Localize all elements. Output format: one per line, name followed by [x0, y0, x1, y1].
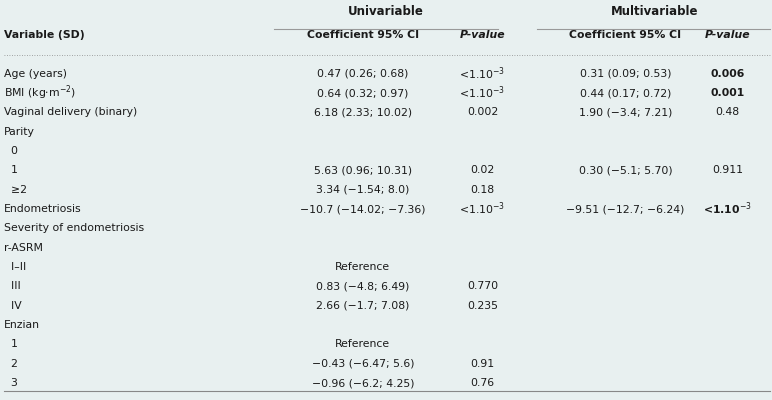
- Text: Coefficient 95% CI: Coefficient 95% CI: [569, 30, 682, 40]
- Text: Multivariable: Multivariable: [611, 5, 699, 18]
- Text: 0.02: 0.02: [470, 165, 495, 175]
- Text: 1: 1: [4, 165, 18, 175]
- Text: <1.10$^{-3}$: <1.10$^{-3}$: [459, 201, 506, 217]
- Text: 0: 0: [4, 146, 18, 156]
- Text: 3: 3: [4, 378, 18, 388]
- Text: −10.7 (−14.02; −7.36): −10.7 (−14.02; −7.36): [300, 204, 425, 214]
- Text: I–II: I–II: [4, 262, 26, 272]
- Text: 0.44 (0.17; 0.72): 0.44 (0.17; 0.72): [580, 88, 671, 98]
- Text: Severity of endometriosis: Severity of endometriosis: [4, 223, 144, 234]
- Text: 1.90 (−3.4; 7.21): 1.90 (−3.4; 7.21): [579, 107, 672, 117]
- Text: III: III: [4, 282, 21, 292]
- Text: −0.43 (−6.47; 5.6): −0.43 (−6.47; 5.6): [312, 359, 414, 369]
- Text: Reference: Reference: [335, 340, 391, 350]
- Text: Reference: Reference: [335, 262, 391, 272]
- Text: Endometriosis: Endometriosis: [4, 204, 82, 214]
- Text: <1.10$^{-3}$: <1.10$^{-3}$: [459, 65, 506, 82]
- Text: 0.770: 0.770: [467, 282, 498, 292]
- Text: 0.18: 0.18: [470, 185, 495, 195]
- Text: 6.18 (2.33; 10.02): 6.18 (2.33; 10.02): [313, 107, 412, 117]
- Text: 0.911: 0.911: [712, 165, 743, 175]
- Text: 0.30 (−5.1; 5.70): 0.30 (−5.1; 5.70): [578, 165, 672, 175]
- Text: 0.001: 0.001: [710, 88, 745, 98]
- Text: −0.96 (−6.2; 4.25): −0.96 (−6.2; 4.25): [312, 378, 414, 388]
- Text: 0.31 (0.09; 0.53): 0.31 (0.09; 0.53): [580, 69, 671, 79]
- Text: 0.235: 0.235: [467, 301, 498, 311]
- Text: 0.002: 0.002: [467, 107, 498, 117]
- Text: P-value: P-value: [705, 30, 750, 40]
- Text: 1: 1: [4, 340, 18, 350]
- Text: 0.47 (0.26; 0.68): 0.47 (0.26; 0.68): [317, 69, 408, 79]
- Text: 0.48: 0.48: [716, 107, 740, 117]
- Text: 0.76: 0.76: [470, 378, 495, 388]
- Text: 3.34 (−1.54; 8.0): 3.34 (−1.54; 8.0): [317, 185, 409, 195]
- Text: IV: IV: [4, 301, 22, 311]
- Text: <1.10$^{-3}$: <1.10$^{-3}$: [459, 85, 506, 101]
- Text: Variable (SD): Variable (SD): [4, 30, 84, 40]
- Text: Coefficient 95% CI: Coefficient 95% CI: [306, 30, 419, 40]
- Text: <1.10$^{-3}$: <1.10$^{-3}$: [703, 201, 752, 217]
- Text: 5.63 (0.96; 10.31): 5.63 (0.96; 10.31): [313, 165, 412, 175]
- Text: Enzian: Enzian: [4, 320, 40, 330]
- Text: 0.006: 0.006: [710, 69, 745, 79]
- Text: 2: 2: [4, 359, 18, 369]
- Text: Age (years): Age (years): [4, 69, 67, 79]
- Text: 2.66 (−1.7; 7.08): 2.66 (−1.7; 7.08): [317, 301, 409, 311]
- Text: BMI (kg$\cdot$m$^{-2}$): BMI (kg$\cdot$m$^{-2}$): [4, 84, 76, 102]
- Text: ≥2: ≥2: [4, 185, 27, 195]
- Text: r-ASRM: r-ASRM: [4, 243, 43, 253]
- Text: 0.91: 0.91: [470, 359, 495, 369]
- Text: 0.64 (0.32; 0.97): 0.64 (0.32; 0.97): [317, 88, 408, 98]
- Text: Vaginal delivery (binary): Vaginal delivery (binary): [4, 107, 137, 117]
- Text: 0.83 (−4.8; 6.49): 0.83 (−4.8; 6.49): [317, 282, 409, 292]
- Text: P-value: P-value: [459, 30, 506, 40]
- Text: Univariable: Univariable: [348, 5, 424, 18]
- Text: Parity: Parity: [4, 127, 35, 137]
- Text: −9.51 (−12.7; −6.24): −9.51 (−12.7; −6.24): [566, 204, 685, 214]
